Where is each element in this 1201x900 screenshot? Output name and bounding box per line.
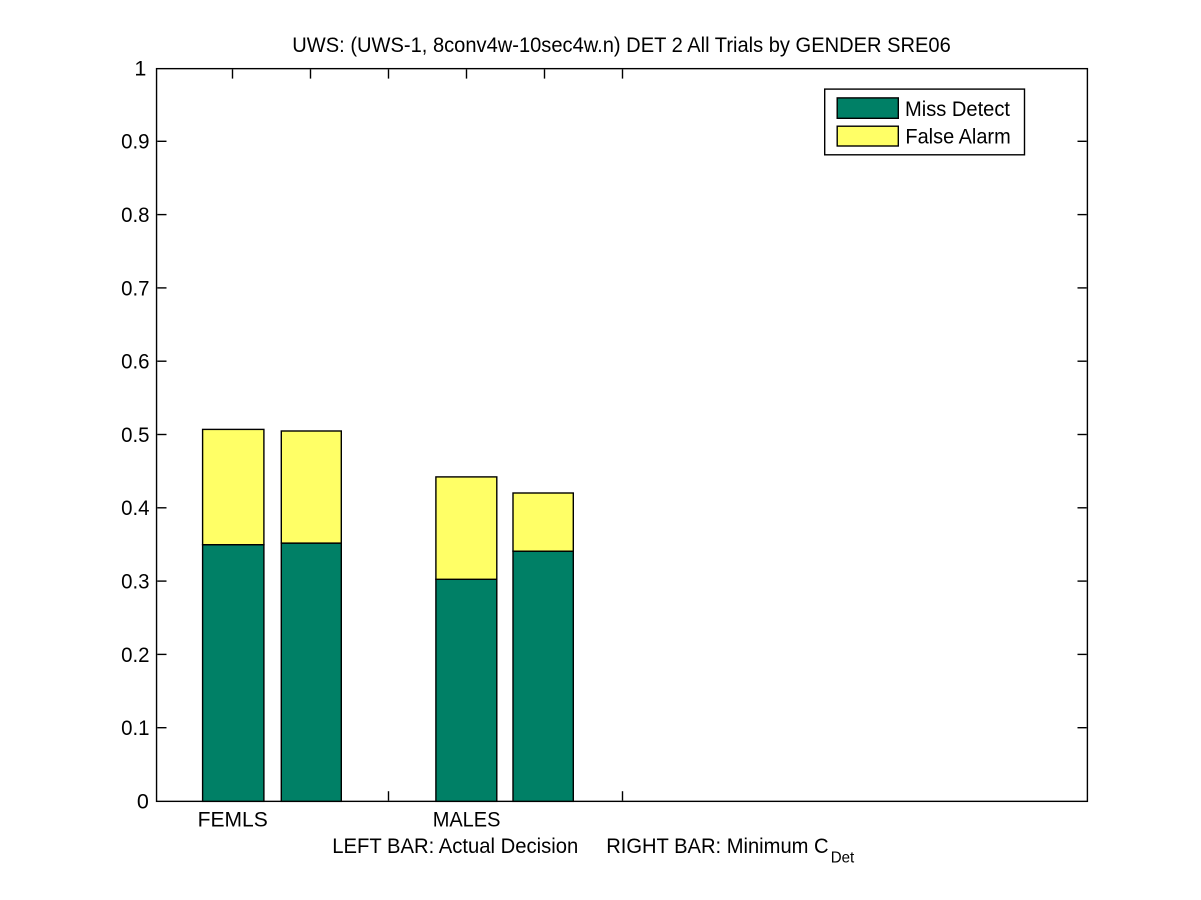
svg-text:0.5: 0.5 [121,423,149,447]
svg-text:Det: Det [831,849,855,866]
svg-text:Miss Detect: Miss Detect [905,97,1010,121]
svg-text:1: 1 [134,56,146,80]
svg-text:0.4: 0.4 [121,496,149,520]
svg-text:0.6: 0.6 [121,350,149,374]
svg-text:0.1: 0.1 [121,716,149,740]
svg-text:RIGHT BAR: Minimum C: RIGHT BAR: Minimum C [606,834,828,858]
svg-text:0.8: 0.8 [121,203,149,227]
svg-text:0.3: 0.3 [121,570,149,594]
svg-text:0.9: 0.9 [121,130,149,154]
svg-text:0.2: 0.2 [121,643,149,667]
svg-text:0.7: 0.7 [121,276,149,300]
svg-text:0: 0 [137,789,149,813]
svg-text:False Alarm: False Alarm [905,124,1010,148]
svg-text:UWS: (UWS-1, 8conv4w-10sec4w.n: UWS: (UWS-1, 8conv4w-10sec4w.n) DET 2 Al… [292,33,951,57]
svg-text:FEMLS: FEMLS [198,807,268,831]
svg-text:MALES: MALES [433,807,501,831]
svg-text:LEFT BAR: Actual Decision: LEFT BAR: Actual Decision [332,834,578,858]
